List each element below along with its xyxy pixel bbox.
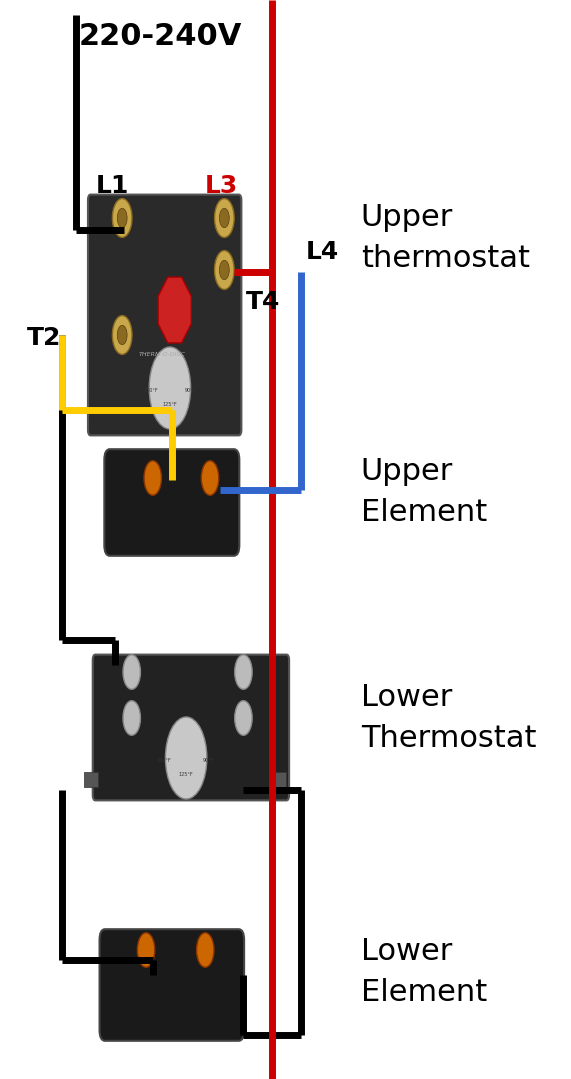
Text: 125°F: 125°F [163,402,177,408]
Circle shape [112,315,132,354]
Text: 90°F: 90°F [202,757,214,763]
Text: L1: L1 [96,174,129,199]
Circle shape [123,655,140,689]
Polygon shape [158,277,191,343]
Bar [84,771,98,787]
Text: Upper
Element: Upper Element [361,457,487,527]
Circle shape [123,700,140,735]
Circle shape [235,655,252,689]
Text: Upper
thermostat: Upper thermostat [361,203,530,273]
Text: T2: T2 [27,326,61,350]
Circle shape [219,208,229,228]
Circle shape [219,260,229,279]
Circle shape [117,208,127,228]
Circle shape [166,718,207,800]
Circle shape [149,347,191,429]
FancyBboxPatch shape [93,655,289,801]
Text: 150°F: 150°F [157,757,171,763]
Circle shape [202,461,219,495]
Text: 90°F: 90°F [185,387,196,393]
Text: THERM-O-DISC: THERM-O-DISC [139,353,186,357]
Circle shape [235,700,252,735]
Text: 150°F: 150°F [143,387,158,393]
Text: 125°F: 125°F [179,771,194,777]
Circle shape [196,932,214,967]
Text: Lower
Element: Lower Element [361,938,487,1007]
FancyBboxPatch shape [104,449,239,556]
Text: 220-240V: 220-240V [78,22,242,51]
Text: L4: L4 [305,240,339,264]
FancyBboxPatch shape [99,929,244,1041]
Circle shape [112,199,132,237]
FancyBboxPatch shape [88,194,242,436]
Circle shape [138,932,155,967]
Circle shape [117,325,127,344]
Circle shape [215,199,234,237]
Bar [272,771,286,787]
Circle shape [215,250,234,289]
Circle shape [144,461,162,495]
Text: T4: T4 [246,290,281,314]
Text: Lower
Thermostat: Lower Thermostat [361,683,536,753]
Text: L3: L3 [205,174,238,199]
